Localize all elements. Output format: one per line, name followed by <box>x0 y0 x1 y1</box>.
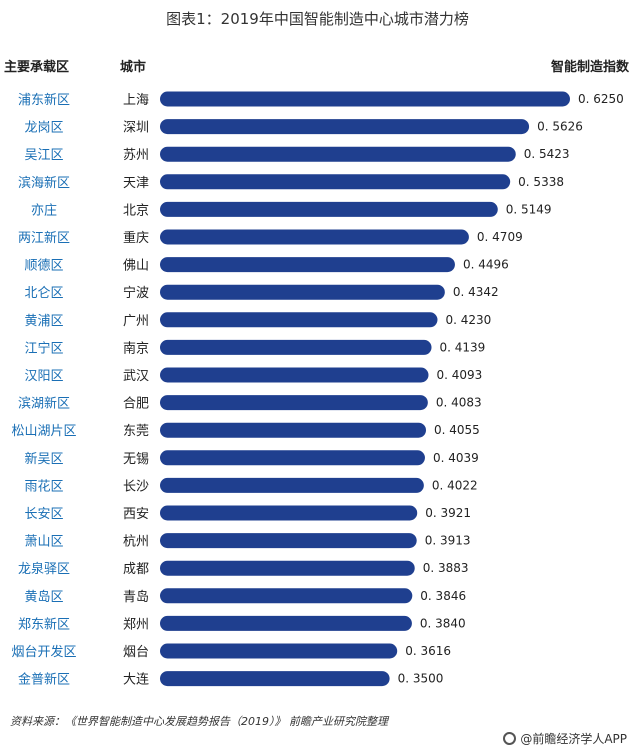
city-label: 杭州 <box>123 535 149 550</box>
bar <box>160 643 398 659</box>
value-label: 0. 4083 <box>436 396 482 410</box>
value-label: 0. 5338 <box>518 175 564 189</box>
value-label: 0. 3913 <box>425 534 471 548</box>
city-label: 成都 <box>123 562 149 577</box>
city-label: 佛山 <box>123 259 149 274</box>
chart-title: 图表1：2019年中国智能制造中心城市潜力榜 <box>166 10 469 28</box>
city-label: 无锡 <box>123 452 149 467</box>
zone-column-header: 主要承载区 <box>4 60 70 75</box>
index-column-header: 智能制造指数 <box>550 60 629 75</box>
city-label: 大连 <box>123 672 149 688</box>
zone-label: 龙泉驿区 <box>18 561 70 577</box>
bar <box>160 174 511 190</box>
bar <box>160 477 424 493</box>
zone-label: 吴江区 <box>24 148 63 163</box>
bar <box>160 560 415 576</box>
value-label: 0. 4709 <box>477 230 523 244</box>
value-label: 0. 4093 <box>437 368 483 382</box>
zone-label: 黄岛区 <box>24 589 63 605</box>
city-label: 广州 <box>123 314 149 329</box>
zone-label: 雨花区 <box>24 478 63 494</box>
value-label: 0. 4039 <box>433 451 479 465</box>
city-label: 长沙 <box>123 479 149 494</box>
value-label: 0. 3921 <box>425 506 471 520</box>
value-label: 0. 3846 <box>420 589 466 603</box>
bar <box>160 533 417 549</box>
bar <box>160 671 390 687</box>
bar <box>160 201 498 217</box>
zone-label: 亦庄 <box>31 202 57 218</box>
bar <box>160 450 425 466</box>
value-label: 0. 4342 <box>453 285 499 299</box>
city-label: 郑州 <box>123 617 149 632</box>
value-label: 0. 3840 <box>420 616 466 630</box>
value-label: 0. 4230 <box>445 313 491 327</box>
bar <box>160 119 530 135</box>
zone-label: 顺德区 <box>24 259 63 274</box>
zone-label: 新吴区 <box>24 451 63 467</box>
city-label: 天津 <box>123 176 149 191</box>
city-label: 重庆 <box>123 230 149 246</box>
bar <box>160 91 570 107</box>
bar <box>160 339 432 355</box>
value-label: 0. 3883 <box>423 561 469 575</box>
city-label: 合肥 <box>123 397 149 412</box>
value-label: 0. 3616 <box>405 644 451 658</box>
zone-label: 两江新区 <box>18 230 70 246</box>
brand-logo-icon <box>503 732 517 745</box>
city-label: 宁波 <box>123 285 149 301</box>
source-note: 资料来源：《世界智能制造中心发展趋势报告（2019）》 前瞻产业研究院整理 <box>10 715 388 728</box>
brand-text: @前瞻经济学人APP <box>520 732 627 746</box>
value-label: 0. 4139 <box>440 340 486 354</box>
bar <box>160 229 469 245</box>
zone-label: 萧山区 <box>24 535 63 550</box>
zone-label: 烟台开发区 <box>11 644 76 660</box>
zone-label: 滨海新区 <box>18 175 70 191</box>
value-label: 0. 4022 <box>432 478 478 492</box>
city-label: 烟台 <box>123 645 149 660</box>
zone-label: 龙岗区 <box>24 121 63 136</box>
zone-label: 长安区 <box>24 507 63 522</box>
zone-label: 滨湖新区 <box>18 396 70 412</box>
bar <box>160 367 429 383</box>
zone-label: 松山湖片区 <box>11 424 76 439</box>
city-label: 深圳 <box>123 121 149 136</box>
value-label: 0. 6250 <box>578 92 624 106</box>
bar <box>160 422 427 438</box>
value-label: 0. 3500 <box>398 672 444 686</box>
zone-label: 黄浦区 <box>24 314 63 329</box>
zone-label: 浦东新区 <box>18 92 70 108</box>
bar <box>160 615 412 631</box>
zone-label: 江宁区 <box>24 340 63 356</box>
city-label: 上海 <box>123 93 149 108</box>
zone-label: 北仑区 <box>24 286 63 301</box>
value-label: 0. 4055 <box>434 423 480 437</box>
bar <box>160 395 428 411</box>
value-label: 0. 5149 <box>506 202 552 216</box>
bar <box>160 312 438 328</box>
city-label: 西安 <box>123 507 149 522</box>
value-label: 0. 4496 <box>463 258 509 272</box>
brand-mark: @前瞻经济学人APP <box>503 730 627 747</box>
bar <box>160 257 455 273</box>
bar <box>160 146 516 162</box>
value-label: 0. 5423 <box>524 147 570 161</box>
value-label: 0. 5626 <box>537 120 583 134</box>
zone-label: 金普新区 <box>18 672 70 688</box>
city-label: 东莞 <box>123 424 149 439</box>
bar <box>160 284 445 300</box>
zone-label: 郑东新区 <box>18 616 70 632</box>
city-label: 北京 <box>123 203 149 218</box>
city-column-header: 城市 <box>120 60 147 75</box>
city-label: 武汉 <box>123 369 149 384</box>
city-label: 青岛 <box>123 589 149 605</box>
city-label: 南京 <box>123 340 149 356</box>
zone-label: 汉阳区 <box>24 369 63 384</box>
bar <box>160 588 413 604</box>
bar <box>160 505 418 521</box>
city-label: 苏州 <box>123 147 149 163</box>
